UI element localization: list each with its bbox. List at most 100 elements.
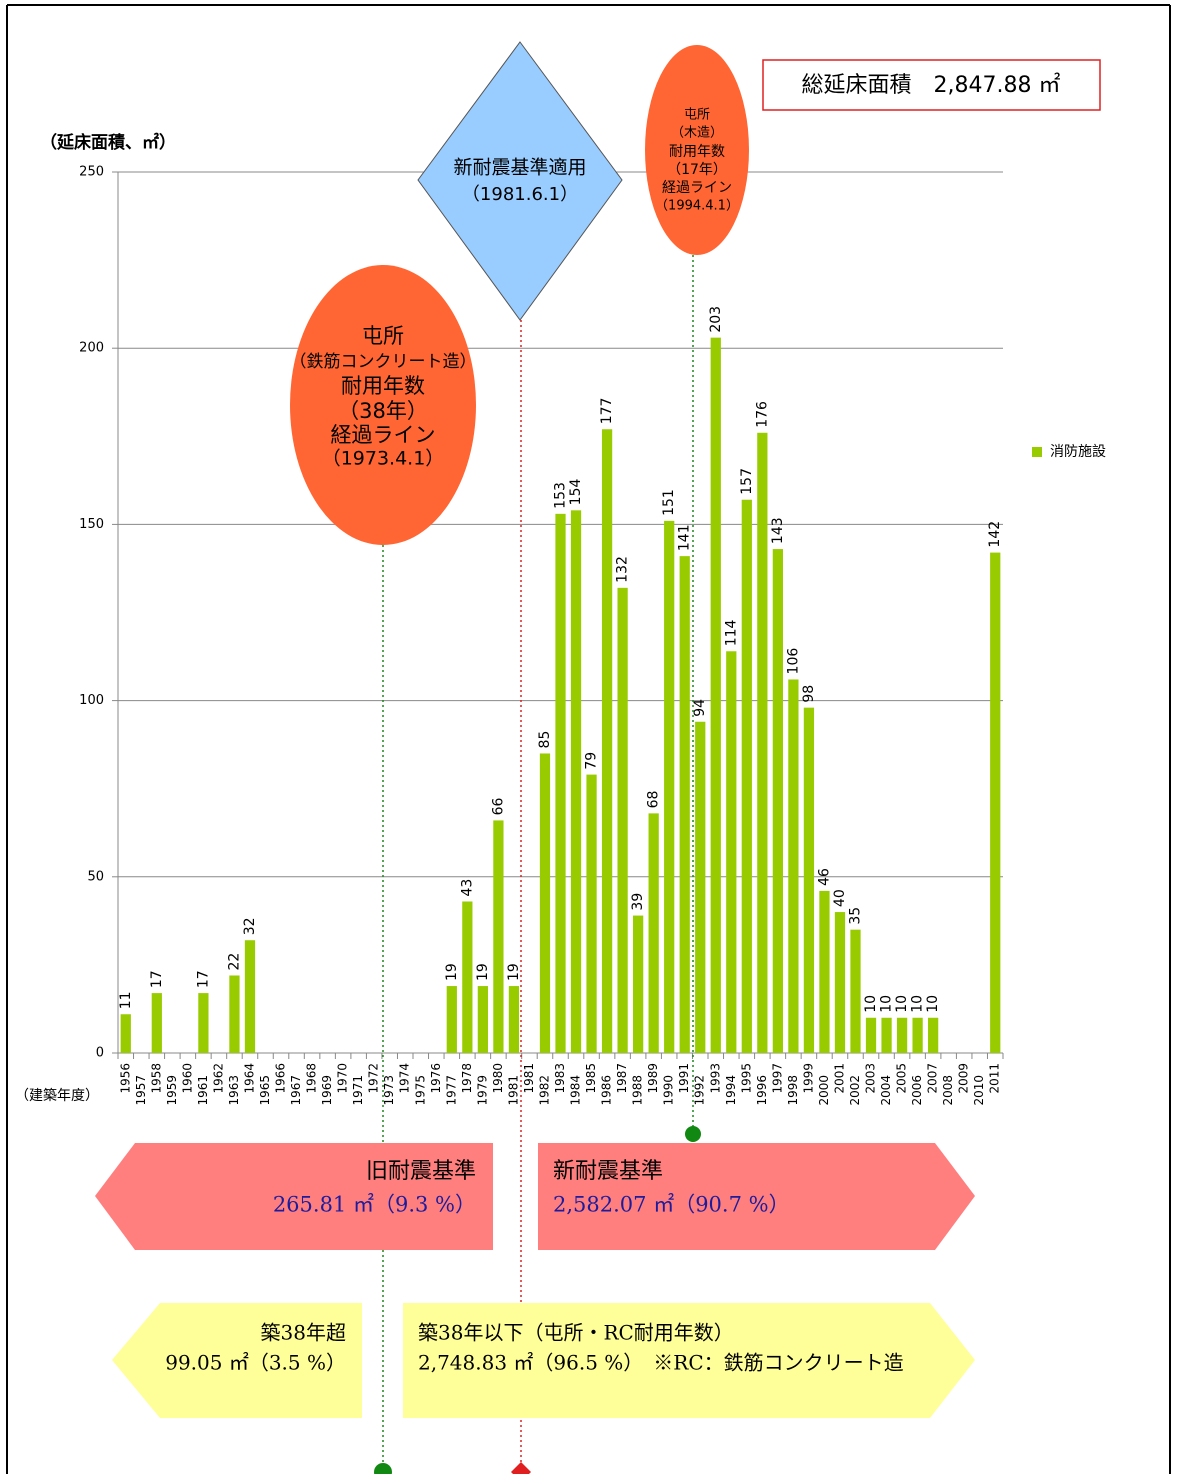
bar [819,890,830,1053]
x-tick-label: 1961 [196,1075,210,1106]
value-label: 35 [848,907,864,925]
bar [865,1017,877,1053]
x-tick-label: 1989 [646,1063,660,1094]
annotation-text: 耐用年数 [669,144,725,160]
total-label: 総延床面積 2,847.88 ㎡ [802,72,1061,98]
annotation-text: 経過ライン [662,180,732,196]
bar [617,587,628,1053]
x-tick-label: 1979 [475,1075,489,1106]
value-label: 43 [459,879,475,897]
bar [695,721,706,1053]
annotation-diamond [417,41,623,321]
x-tick-label: 2009 [957,1063,971,1094]
value-label: 142 [987,521,1003,548]
value-label: 17 [195,970,211,988]
x-tick-label: 1991 [677,1063,691,1094]
x-tick-label: 1964 [242,1063,256,1094]
value-label: 153 [553,482,569,509]
x-tick-label: 1975 [413,1075,427,1106]
value-label: 17 [149,970,165,988]
total-box [762,59,1101,111]
y-tick-label: 150 [79,517,104,532]
annotation-text: （1994.4.1） [655,199,739,214]
bar [493,820,504,1053]
bar [679,556,690,1053]
bar [244,940,256,1053]
value-label: 10 [879,995,895,1013]
band-title: 新耐震基準 [553,1159,663,1184]
x-tick-label: 1990 [662,1075,676,1106]
value-label: 10 [863,995,879,1013]
band-detail: 265.81 ㎡（9.3 %） [273,1193,476,1217]
bar [664,520,675,1053]
x-tick-label: 1967 [289,1075,303,1106]
value-label: 94 [692,699,708,717]
marker [374,1463,392,1474]
x-tick-label: 1988 [631,1075,645,1106]
bar [570,510,582,1054]
bar [648,813,659,1053]
value-label: 176 [754,401,770,428]
value-label: 22 [226,953,242,971]
x-tick-label: 1993 [708,1063,722,1094]
value-label: 143 [770,517,786,544]
bar [772,549,783,1053]
value-label: 141 [677,524,693,551]
annotation-text: （38年） [338,399,428,423]
y-tick-label: 250 [79,165,104,180]
x-tick-label: 1962 [211,1063,225,1094]
x-tick-label: 1969 [320,1075,334,1106]
frame [6,4,1171,1474]
annotation-text: 耐用年数 [341,374,425,398]
x-tick-label: 1981 [506,1075,520,1106]
bar [912,1017,923,1053]
annotation-text: 新耐震基準適用 [453,157,586,179]
x-tick-label: 2007 [926,1063,940,1094]
x-tick-label: 1974 [398,1063,412,1094]
bar [633,915,644,1053]
value-label: 40 [832,889,848,907]
value-label: 39 [630,893,646,911]
bar [229,975,240,1053]
x-tick-label: 2003 [864,1063,878,1094]
x-tick-label: 1976 [429,1063,443,1094]
band-arrow [538,1143,975,1250]
band-title: 築38年超 [261,1321,346,1345]
x-tick-label: 2010 [972,1075,986,1106]
x-tick-label: 1959 [165,1075,179,1106]
x-tick-label: 1971 [351,1075,365,1106]
value-label: 68 [646,791,662,809]
value-label: 10 [894,995,910,1013]
value-label: 132 [615,556,631,583]
x-tick-label: 2006 [910,1075,924,1106]
bar [928,1017,939,1053]
x-tick-label: 1973 [382,1075,396,1106]
value-label: 98 [801,685,817,703]
band-title: 旧耐震基準 [366,1159,476,1184]
marker [685,1126,701,1142]
bar [850,929,861,1053]
value-label: 11 [118,991,134,1009]
value-label: 46 [816,868,832,886]
x-tick-label: 1996 [755,1075,769,1106]
band-arrow [112,1303,362,1418]
x-tick-label: 1985 [584,1063,598,1094]
x-tick-label: 1981 [522,1063,536,1094]
x-tick-label: 1995 [739,1063,753,1094]
y-axis-label: （延床面積、㎡） [40,132,176,153]
x-tick-label: 1956 [118,1063,132,1094]
value-label: 79 [584,752,600,770]
x-tick-label: 1960 [180,1063,194,1094]
bar [601,429,613,1053]
bar [586,774,597,1053]
x-tick-label: 1977 [444,1075,458,1106]
annotation-text: （鉄筋コンクリート造） [290,352,477,372]
x-tick-label: 1987 [615,1063,629,1094]
value-label: 85 [537,731,553,749]
value-label: 151 [661,489,677,516]
value-label: 32 [242,917,258,935]
band-title: 築38年以下（屯所・RC耐用年数） [418,1321,734,1345]
bar [710,337,721,1053]
legend-label: 消防施設 [1050,444,1106,460]
bar [726,651,737,1053]
